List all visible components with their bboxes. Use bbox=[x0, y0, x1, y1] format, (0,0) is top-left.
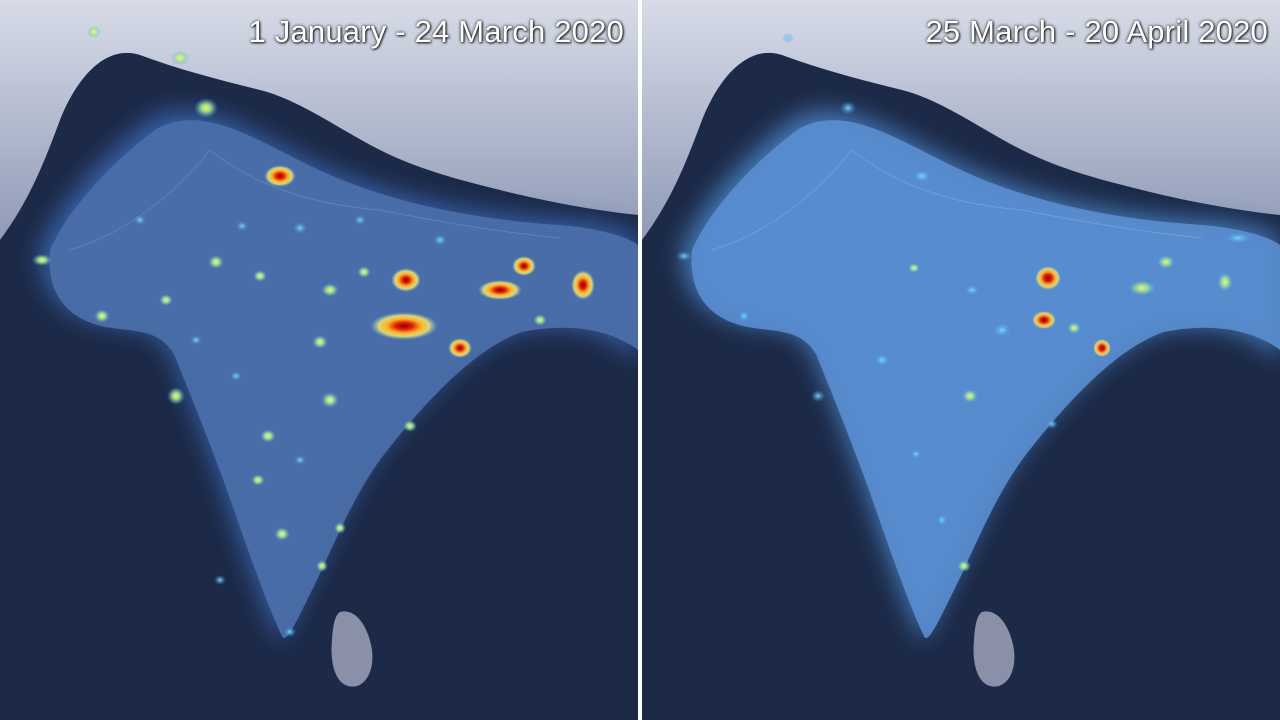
map-before-lockdown bbox=[0, 0, 638, 720]
pollution-hotspots-during bbox=[676, 33, 1252, 572]
panel-before-lockdown: 1 January - 24 March 2020 bbox=[0, 0, 638, 720]
period-caption-during: 25 March - 20 April 2020 bbox=[925, 14, 1268, 49]
panel-during-lockdown: 25 March - 20 April 2020 bbox=[642, 0, 1280, 720]
pollution-hotspots-before bbox=[32, 26, 595, 637]
panel-divider bbox=[638, 0, 642, 720]
period-caption-before: 1 January - 24 March 2020 bbox=[248, 14, 624, 49]
map-during-lockdown bbox=[642, 0, 1280, 720]
